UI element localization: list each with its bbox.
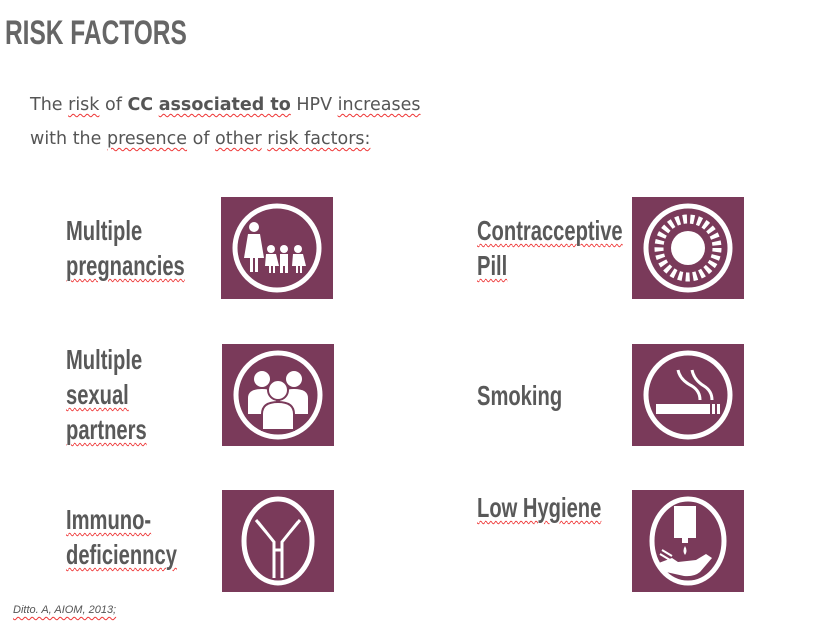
cigarette-icon: [632, 344, 744, 446]
text: CC: [127, 95, 154, 115]
hand-wash-icon: [632, 490, 744, 592]
antibody-icon: [222, 490, 334, 592]
text: other: [215, 129, 262, 149]
text: Smoking: [477, 380, 563, 411]
text: increases: [337, 95, 421, 115]
factor-label-immunodeficiency: Immuno-deficienncy: [66, 502, 177, 572]
text: Multiple: [66, 344, 143, 375]
text: risk factors:: [267, 129, 371, 149]
text: The: [30, 95, 69, 115]
text: presence: [106, 129, 188, 149]
text: Ditto. A, AIOM, 2013;: [13, 604, 117, 616]
text: partners: [66, 414, 147, 445]
factor-label-multiple-partners: Multiple sexual partners: [66, 342, 147, 447]
text: Contracceptive: [477, 215, 623, 246]
text: of: [99, 95, 128, 115]
intro-text: The risk of CC associated to HPV increas…: [30, 88, 421, 156]
text: Multiple: [66, 215, 143, 246]
text: HPV: [290, 95, 338, 115]
factor-label-low-hygiene: Low Hygiene: [477, 490, 601, 525]
text: Pill: [477, 250, 508, 281]
text: with the: [30, 129, 107, 149]
factor-label-multiple-pregnancies: Multiple pregnancies: [66, 213, 185, 283]
factor-label-contraceptive-pill: Contracceptive Pill: [477, 213, 623, 283]
text: sexual: [66, 379, 129, 410]
family-icon: [221, 197, 333, 299]
text: risk: [68, 95, 100, 115]
citation: Ditto. A, AIOM, 2013;: [13, 604, 116, 616]
pill-pack-icon: [632, 197, 744, 299]
text: pregnancies: [66, 250, 185, 281]
factor-label-smoking: Smoking: [477, 378, 562, 413]
text: Immuno-: [66, 504, 152, 535]
group-icon: [222, 344, 334, 446]
text: of: [187, 129, 216, 149]
text: associated to: [158, 95, 291, 115]
text: deficienncy: [66, 539, 177, 570]
text: Low Hygiene: [477, 492, 602, 523]
page-title: RISK FACTORS: [5, 14, 187, 52]
